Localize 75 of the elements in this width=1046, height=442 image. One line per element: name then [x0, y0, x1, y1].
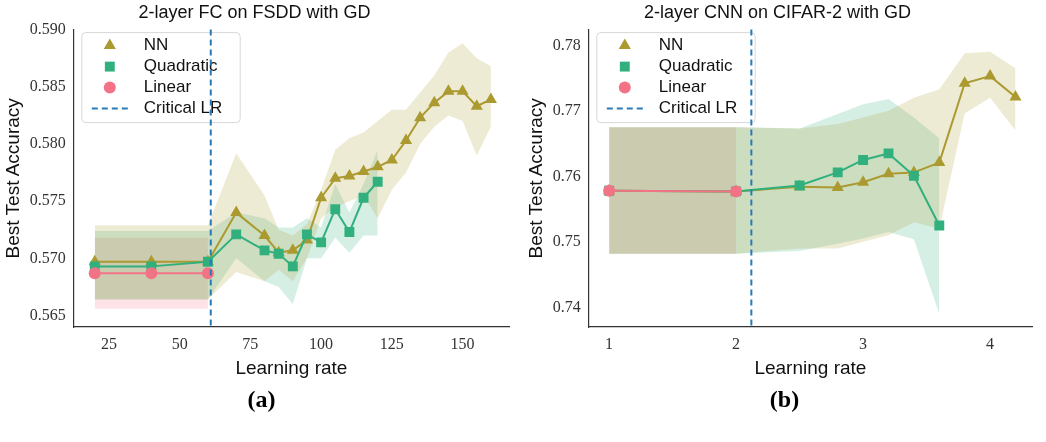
point — [832, 167, 843, 178]
point — [88, 267, 101, 280]
y-tick-label: 0.580 — [29, 134, 66, 152]
legend-label: NN — [658, 35, 684, 55]
x-tick-label: 150 — [450, 334, 475, 352]
point — [329, 171, 342, 182]
x-tick-label: 1 — [605, 334, 614, 352]
point — [414, 110, 427, 122]
x-tick-label: 4 — [986, 334, 995, 352]
x-axis-title: Learning rate — [754, 356, 867, 378]
point — [258, 228, 271, 239]
y-tick-label: 0.74 — [552, 297, 581, 315]
x-axis-title: Learning rate — [235, 356, 348, 378]
x-tick-label: 2 — [732, 334, 741, 352]
x-tick-label: 100 — [309, 334, 334, 352]
point — [428, 95, 441, 107]
y-tick-label: 0.565 — [29, 305, 66, 323]
point — [145, 267, 158, 280]
point — [286, 243, 299, 254]
point — [371, 159, 384, 171]
point — [315, 190, 328, 202]
point — [231, 229, 242, 240]
y-tick-label: 0.75 — [552, 232, 581, 250]
point — [857, 175, 870, 186]
point — [958, 76, 971, 87]
y-axis-title: Best Test Accuracy — [1, 97, 23, 259]
x-tick-label: 125 — [379, 334, 404, 352]
point — [933, 155, 946, 167]
y-tick-label: 0.78 — [552, 35, 581, 53]
point — [399, 133, 413, 145]
x-tick-label: 3 — [859, 334, 868, 352]
y-tick-label: 0.575 — [29, 191, 66, 209]
legend-label: Linear — [143, 77, 192, 97]
point — [358, 192, 369, 203]
y-axis-title: Best Test Accuracy — [524, 97, 546, 259]
chart-title: 2-layer FC on FSDD with GD — [138, 1, 371, 22]
y-tick-label: 0.76 — [552, 166, 581, 184]
legend-label: Quadratic — [658, 56, 733, 76]
point — [883, 148, 894, 159]
point — [302, 229, 312, 240]
point — [470, 99, 483, 110]
legend-label: NN — [143, 35, 169, 55]
point — [372, 176, 383, 187]
point — [316, 237, 327, 248]
point — [330, 204, 341, 215]
point — [344, 227, 355, 238]
point — [908, 170, 919, 181]
y-tick-label: 0.590 — [29, 19, 66, 37]
point — [1009, 90, 1022, 101]
point — [343, 169, 356, 180]
ref-line-label: Critical LR — [143, 98, 223, 118]
y-tick-label: 0.585 — [29, 77, 66, 94]
x-tick-label: 50 — [171, 334, 188, 352]
point — [259, 245, 270, 256]
point — [858, 155, 869, 165]
ref-line-label: Critical LR — [658, 98, 738, 118]
x-tick-label: 25 — [100, 334, 117, 352]
text: (b) — [768, 385, 801, 414]
point — [831, 180, 844, 191]
chart-title: 2-layer CNN on CIFAR-2 with GD — [643, 1, 912, 22]
legend-label: Quadratic — [143, 56, 218, 76]
text: (a) — [246, 385, 277, 414]
point — [230, 205, 243, 217]
point — [882, 166, 895, 178]
y-tick-label: 0.77 — [552, 101, 581, 119]
point — [385, 153, 398, 164]
legend-label: Linear — [658, 77, 707, 97]
point — [456, 84, 469, 95]
x-tick-label: 75 — [242, 334, 259, 352]
y-tick-label: 0.570 — [29, 248, 66, 266]
point — [442, 84, 455, 95]
point — [934, 220, 945, 231]
point — [287, 261, 298, 272]
point — [984, 69, 997, 80]
point — [357, 164, 370, 175]
